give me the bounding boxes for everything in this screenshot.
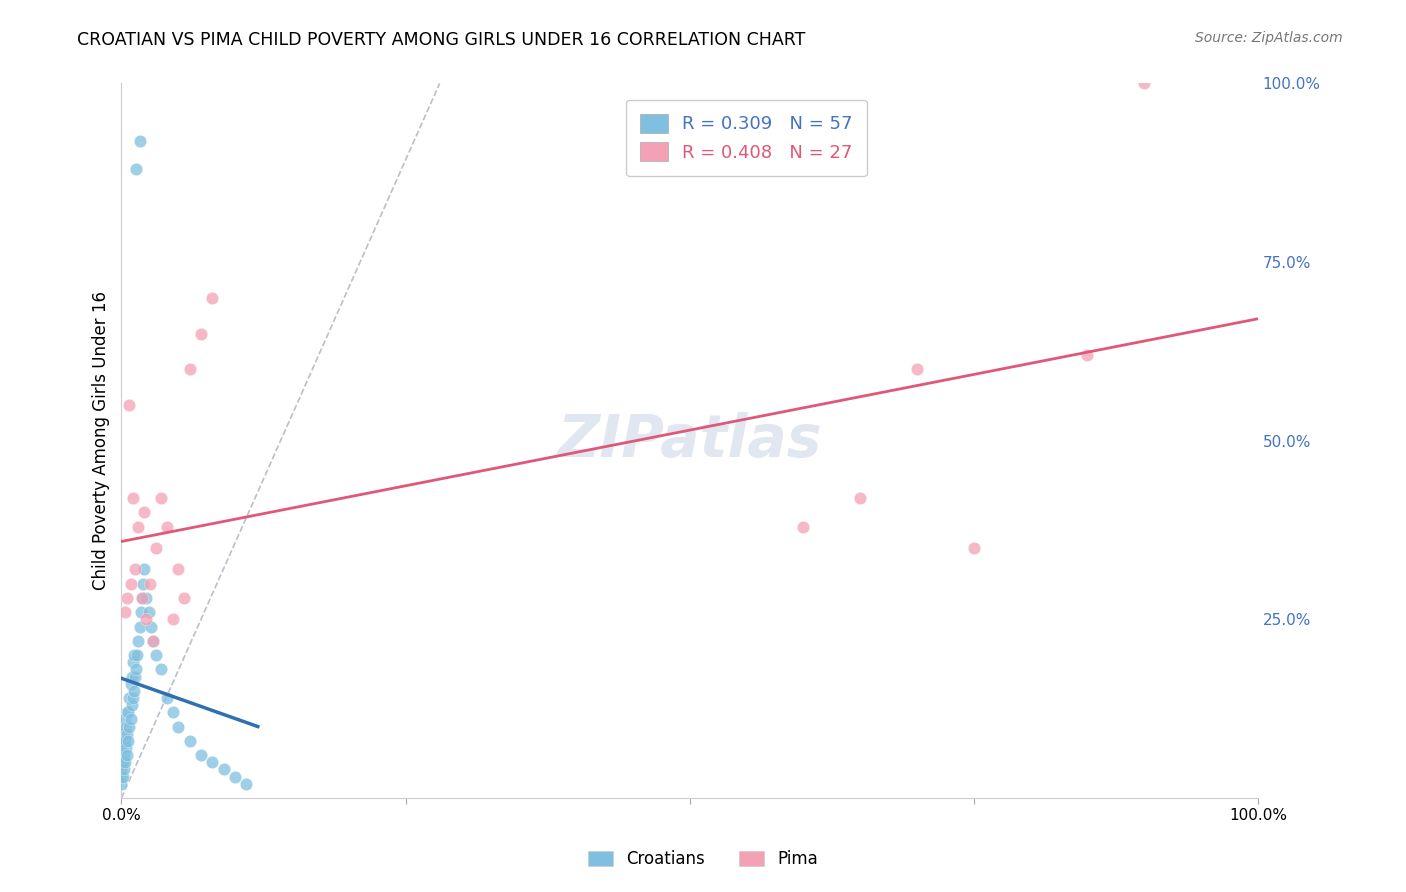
Point [173,591,195,605]
Point [162,706,184,720]
Point [120,677,142,691]
Point [112,748,135,763]
Point [138,605,160,619]
Point [111,734,134,748]
Point [145,541,167,555]
Point [201,756,224,770]
Point [118,398,141,412]
Point [224,770,246,784]
Point [112,763,135,777]
Point [190,748,212,763]
Point [117,734,139,748]
Point [128,619,150,633]
Point [112,727,135,741]
Point [139,619,162,633]
Point [110,763,132,777]
Point [120,576,142,591]
Point [118,691,141,706]
Point [114,713,136,727]
Legend: Croatians, Pima: Croatians, Pima [582,844,824,875]
Point [128,134,150,148]
Point [114,756,136,770]
Point [235,777,257,791]
Point [134,562,156,576]
Point [118,720,141,734]
Point [114,734,136,748]
Point [121,491,143,505]
Point [162,612,184,626]
Point [150,491,173,505]
Point [1076,348,1098,362]
Point [122,648,145,662]
Point [124,669,146,683]
Point [167,562,190,576]
Point [127,648,149,662]
Text: Source: ZipAtlas.com: Source: ZipAtlas.com [1195,31,1343,45]
Point [134,505,156,519]
Point [115,706,138,720]
Point [179,734,201,748]
Legend: R = 0.309   N = 57, R = 0.408   N = 27: R = 0.309 N = 57, R = 0.408 N = 27 [626,100,868,177]
Point [963,541,986,555]
Point [125,662,148,676]
Point [121,698,143,713]
Point [115,591,138,605]
Point [156,691,179,706]
Point [127,519,149,533]
Text: ZIPatlas: ZIPatlas [557,412,823,469]
Point [135,591,157,605]
Point [121,669,143,683]
Point [145,648,167,662]
Point [1133,77,1156,91]
Point [201,291,224,305]
Point [115,741,138,756]
Point [111,756,134,770]
Point [156,519,179,533]
Point [111,770,134,784]
Point [127,633,149,648]
Point [135,612,157,626]
Point [132,576,155,591]
Point [110,741,132,756]
Point [115,748,138,763]
Point [131,591,153,605]
Point [190,326,212,341]
Point [115,720,138,734]
Point [122,684,145,698]
Point [150,662,173,676]
Point [110,756,132,770]
Point [121,691,143,706]
Point [179,362,201,376]
Point [905,362,928,376]
Point [114,605,136,619]
Point [125,162,148,177]
Point [129,605,152,619]
Point [110,770,132,784]
Point [142,633,165,648]
Point [120,713,142,727]
Point [792,519,814,533]
Point [131,591,153,605]
Point [121,655,143,669]
Point [124,562,146,576]
Point [167,720,190,734]
Point [212,763,235,777]
Point [142,633,165,648]
Text: CROATIAN VS PIMA CHILD POVERTY AMONG GIRLS UNDER 16 CORRELATION CHART: CROATIAN VS PIMA CHILD POVERTY AMONG GIR… [77,31,806,49]
Point [110,777,132,791]
Point [117,706,139,720]
Point [139,576,162,591]
Point [115,727,138,741]
Y-axis label: Child Poverty Among Girls Under 16: Child Poverty Among Girls Under 16 [93,292,110,591]
Point [849,491,872,505]
